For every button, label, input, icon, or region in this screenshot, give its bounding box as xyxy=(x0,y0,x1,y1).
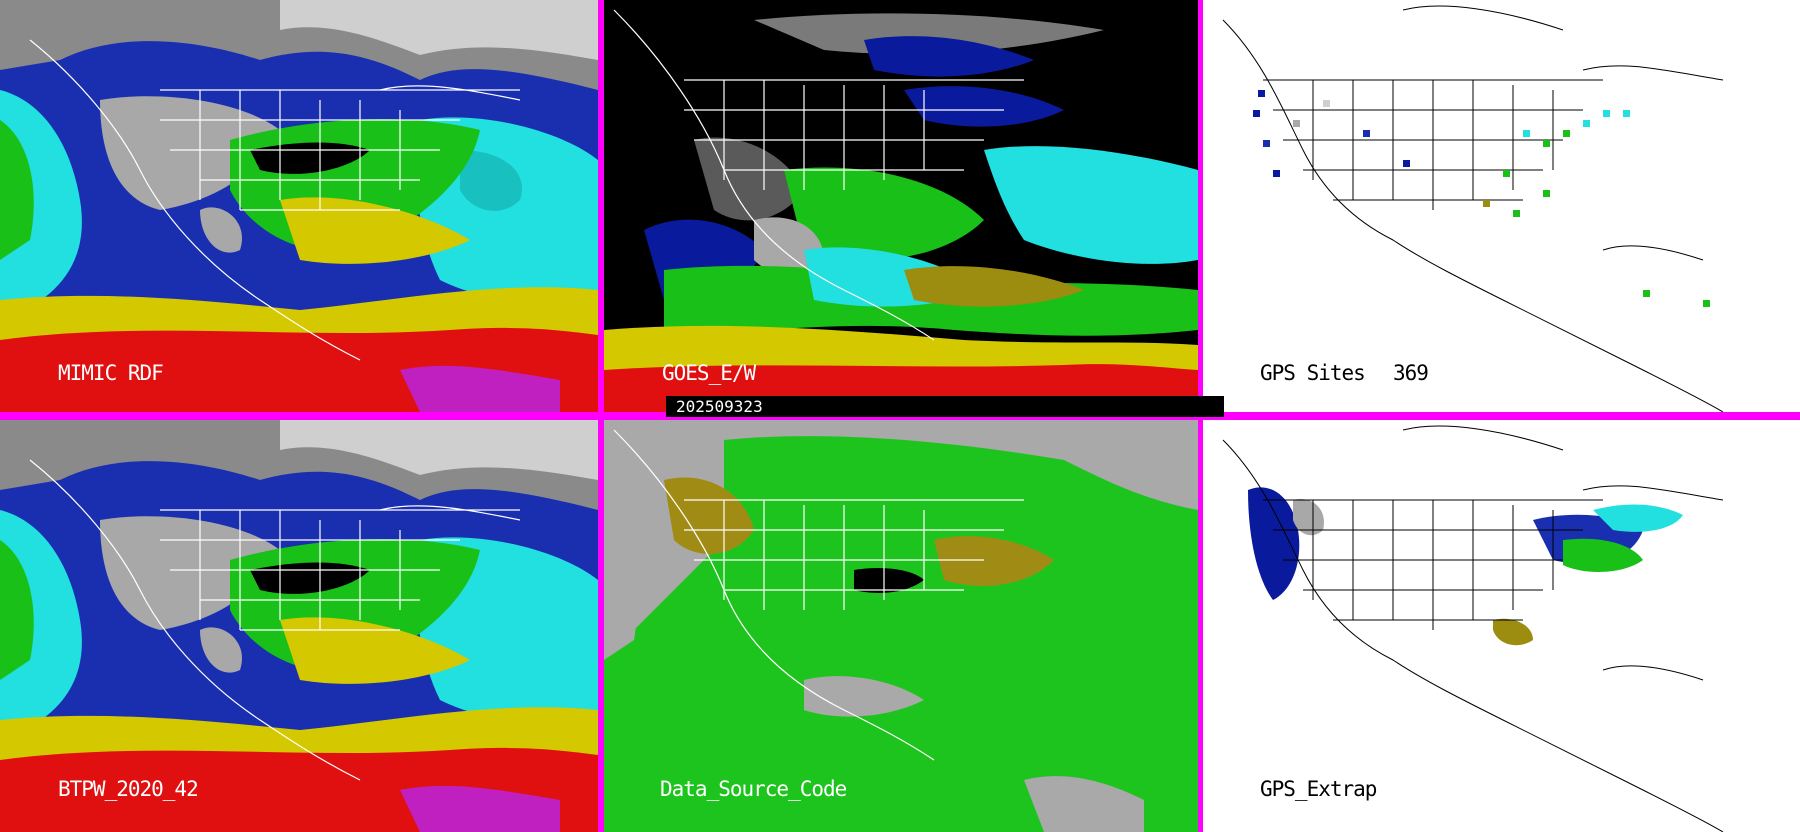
tpw-map-goes xyxy=(604,0,1198,412)
gps-extrap-map xyxy=(1203,420,1800,832)
gps-sites-map xyxy=(1203,0,1800,412)
panel-gps-extrap: GPS_Extrap xyxy=(1203,420,1800,832)
panel-label: GPS Sites xyxy=(1260,361,1366,385)
panel-label: MIMIC RDF xyxy=(58,361,164,385)
panel-mimic-rdf: MIMIC RDF xyxy=(0,0,598,412)
panel-data-source: Data_Source_Code xyxy=(604,420,1198,832)
panel-label: GOES_E/W xyxy=(662,361,756,385)
tpw-map-btpw xyxy=(0,420,598,832)
panel-label: BTPW_2020_42 xyxy=(58,777,199,801)
tpw-map-mimic xyxy=(0,0,598,412)
panel-label: Data_Source_Code xyxy=(660,777,847,801)
panel-label: GPS_Extrap xyxy=(1260,777,1377,801)
panel-gps-sites: GPS Sites 369 xyxy=(1203,0,1800,412)
data-source-map xyxy=(604,420,1198,832)
gps-site-count: 369 xyxy=(1393,361,1429,385)
panel-btpw: BTPW_2020_42 xyxy=(0,420,598,832)
panel-goes-ew: GOES_E/W xyxy=(604,0,1198,412)
timestamp-bar: 202509323 xyxy=(666,396,1224,417)
